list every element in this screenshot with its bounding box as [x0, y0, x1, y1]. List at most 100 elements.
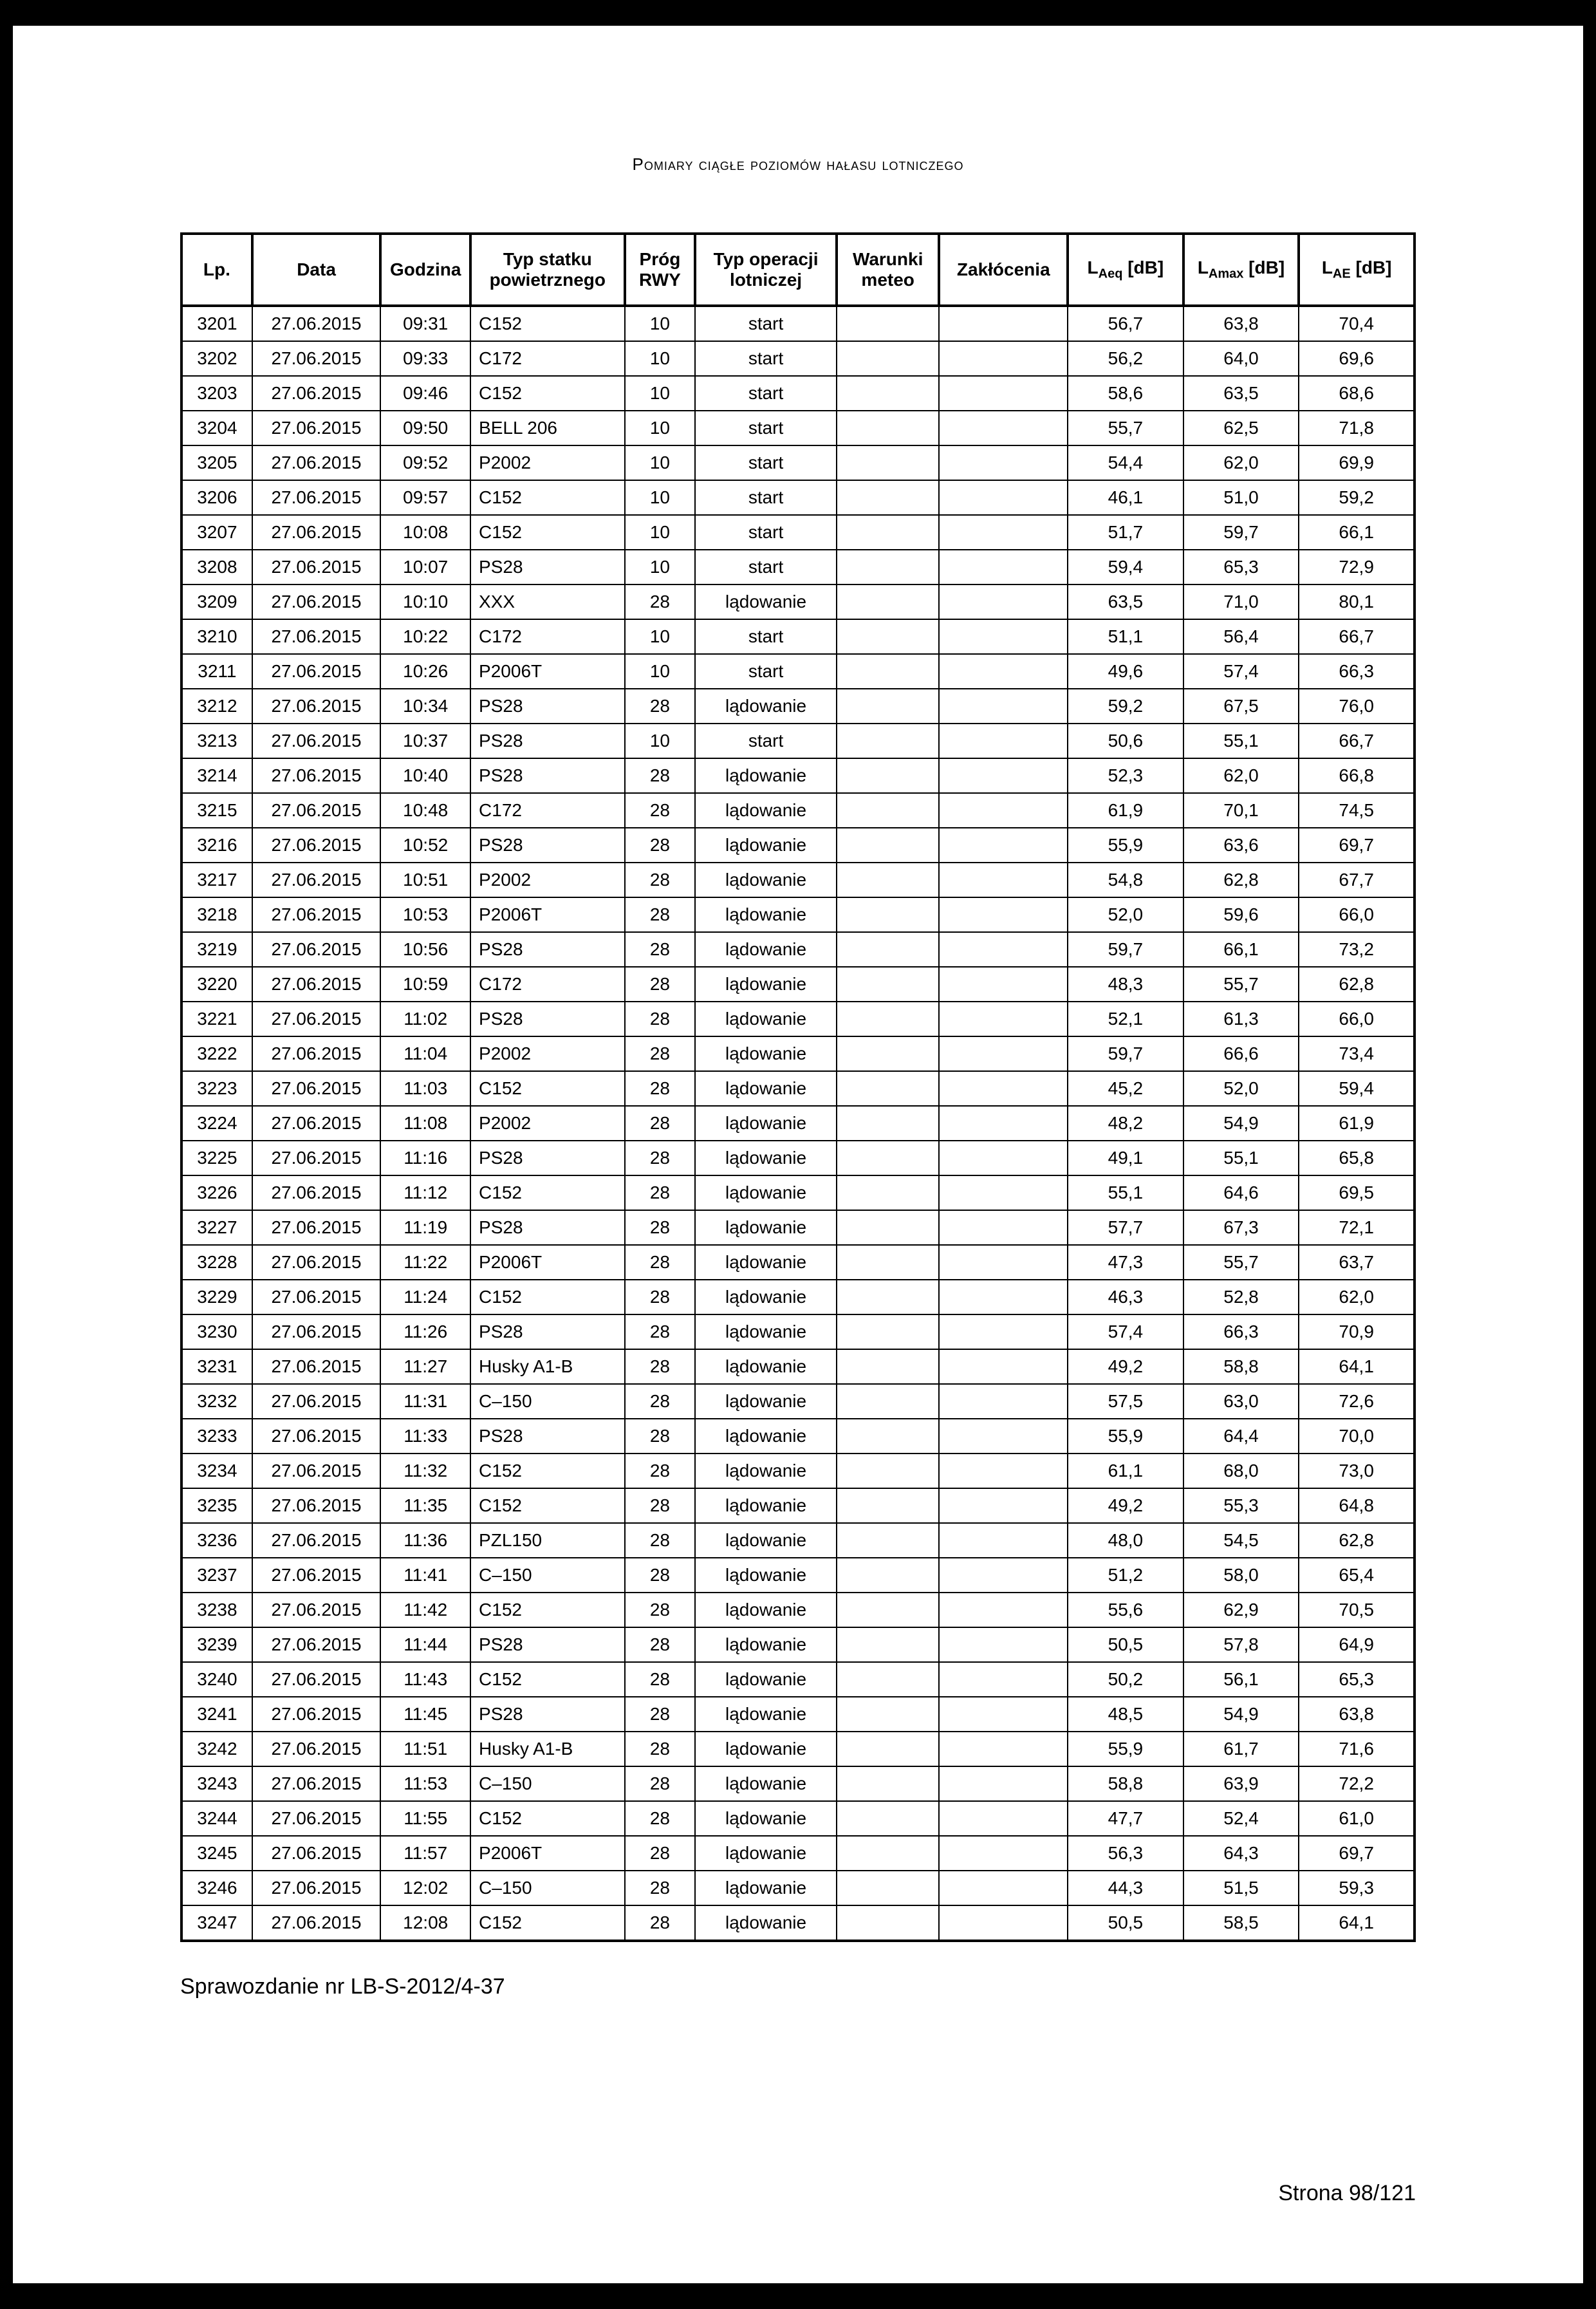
- cell-operacja: lądowanie: [695, 758, 837, 793]
- cell-rwy: 10: [625, 411, 696, 445]
- cell-lae: 67,7: [1299, 863, 1415, 897]
- cell-lp: 3247: [181, 1905, 252, 1941]
- cell-laeq: 46,1: [1068, 480, 1183, 515]
- cell-laeq: 57,5: [1068, 1384, 1183, 1419]
- cell-warunki: [837, 828, 940, 863]
- cell-warunki: [837, 341, 940, 376]
- cell-operacja: start: [695, 411, 837, 445]
- cell-typ-statku: C152: [470, 1488, 624, 1523]
- cell-godzina: 12:02: [380, 1871, 470, 1905]
- table-row: 321727.06.201510:51P200228lądowanie54,86…: [181, 863, 1415, 897]
- cell-typ-statku: PS28: [470, 828, 624, 863]
- cell-godzina: 10:53: [380, 897, 470, 932]
- cell-godzina: 11:08: [380, 1106, 470, 1141]
- cell-operacja: lądowanie: [695, 1280, 837, 1314]
- cell-godzina: 11:31: [380, 1384, 470, 1419]
- cell-operacja: lądowanie: [695, 1036, 837, 1071]
- cell-lamax: 62,0: [1183, 445, 1299, 480]
- cell-lamax: 52,0: [1183, 1071, 1299, 1106]
- cell-godzina: 10:34: [380, 689, 470, 724]
- cell-rwy: 28: [625, 1036, 696, 1071]
- cell-warunki: [837, 1732, 940, 1766]
- cell-data: 27.06.2015: [252, 1314, 381, 1349]
- cell-warunki: [837, 411, 940, 445]
- cell-lae: 70,0: [1299, 1419, 1415, 1454]
- cell-warunki: [837, 306, 940, 341]
- cell-lae: 61,9: [1299, 1106, 1415, 1141]
- cell-rwy: 28: [625, 967, 696, 1002]
- cell-warunki: [837, 1106, 940, 1141]
- cell-godzina: 11:22: [380, 1245, 470, 1280]
- cell-zaklocenia: [939, 1766, 1068, 1801]
- cell-lp: 3223: [181, 1071, 252, 1106]
- cell-zaklocenia: [939, 1280, 1068, 1314]
- cell-data: 27.06.2015: [252, 724, 381, 758]
- cell-data: 27.06.2015: [252, 897, 381, 932]
- cell-laeq: 50,5: [1068, 1627, 1183, 1662]
- cell-lamax: 54,9: [1183, 1697, 1299, 1732]
- cell-lp: 3227: [181, 1210, 252, 1245]
- cell-operacja: lądowanie: [695, 1905, 837, 1941]
- cell-operacja: lądowanie: [695, 1245, 837, 1280]
- cell-lamax: 58,8: [1183, 1349, 1299, 1384]
- cell-laeq: 54,4: [1068, 445, 1183, 480]
- cell-lamax: 55,3: [1183, 1488, 1299, 1523]
- cell-zaklocenia: [939, 584, 1068, 619]
- cell-lae: 61,0: [1299, 1801, 1415, 1836]
- table-row: 323827.06.201511:42C15228lądowanie55,662…: [181, 1593, 1415, 1627]
- footer-left: Sprawozdanie nr LB-S-2012/4-37: [180, 1974, 1416, 1999]
- cell-lamax: 51,5: [1183, 1871, 1299, 1905]
- cell-rwy: 28: [625, 1697, 696, 1732]
- cell-lp: 3216: [181, 828, 252, 863]
- table-row: 321927.06.201510:56PS2828lądowanie59,766…: [181, 932, 1415, 967]
- cell-rwy: 28: [625, 1801, 696, 1836]
- header-godzina: Godzina: [380, 234, 470, 306]
- cell-lamax: 66,1: [1183, 932, 1299, 967]
- cell-typ-statku: P2006T: [470, 1245, 624, 1280]
- cell-operacja: start: [695, 445, 837, 480]
- cell-typ-statku: C152: [470, 1175, 624, 1210]
- cell-zaklocenia: [939, 1627, 1068, 1662]
- cell-rwy: 28: [625, 1141, 696, 1175]
- cell-data: 27.06.2015: [252, 1419, 381, 1454]
- cell-lae: 71,6: [1299, 1732, 1415, 1766]
- cell-lae: 68,6: [1299, 376, 1415, 411]
- cell-lae: 72,1: [1299, 1210, 1415, 1245]
- cell-lamax: 62,8: [1183, 863, 1299, 897]
- cell-laeq: 52,0: [1068, 897, 1183, 932]
- cell-data: 27.06.2015: [252, 1905, 381, 1941]
- page: Pomiary ciągłe poziomów hałasu lotniczeg…: [13, 26, 1583, 2283]
- cell-warunki: [837, 932, 940, 967]
- cell-data: 27.06.2015: [252, 1210, 381, 1245]
- table-row: 324127.06.201511:45PS2828lądowanie48,554…: [181, 1697, 1415, 1732]
- cell-lp: 3211: [181, 654, 252, 689]
- cell-data: 27.06.2015: [252, 584, 381, 619]
- cell-lamax: 67,5: [1183, 689, 1299, 724]
- cell-zaklocenia: [939, 515, 1068, 550]
- cell-warunki: [837, 1766, 940, 1801]
- cell-laeq: 56,2: [1068, 341, 1183, 376]
- cell-zaklocenia: [939, 1314, 1068, 1349]
- cell-lamax: 57,8: [1183, 1627, 1299, 1662]
- cell-rwy: 10: [625, 515, 696, 550]
- cell-lp: 3202: [181, 341, 252, 376]
- cell-operacja: lądowanie: [695, 1002, 837, 1036]
- cell-warunki: [837, 1210, 940, 1245]
- cell-data: 27.06.2015: [252, 1558, 381, 1593]
- cell-lp: 3239: [181, 1627, 252, 1662]
- cell-laeq: 56,7: [1068, 306, 1183, 341]
- cell-lamax: 59,7: [1183, 515, 1299, 550]
- cell-lp: 3243: [181, 1766, 252, 1801]
- cell-laeq: 58,6: [1068, 376, 1183, 411]
- cell-warunki: [837, 515, 940, 550]
- cell-zaklocenia: [939, 654, 1068, 689]
- table-row: 324527.06.201511:57P2006T28lądowanie56,3…: [181, 1836, 1415, 1871]
- cell-typ-statku: C152: [470, 1593, 624, 1627]
- cell-data: 27.06.2015: [252, 1662, 381, 1697]
- cell-godzina: 11:03: [380, 1071, 470, 1106]
- table-row: 323127.06.201511:27Husky A1-B28lądowanie…: [181, 1349, 1415, 1384]
- cell-operacja: lądowanie: [695, 1349, 837, 1384]
- cell-data: 27.06.2015: [252, 932, 381, 967]
- cell-laeq: 61,9: [1068, 793, 1183, 828]
- cell-zaklocenia: [939, 1454, 1068, 1488]
